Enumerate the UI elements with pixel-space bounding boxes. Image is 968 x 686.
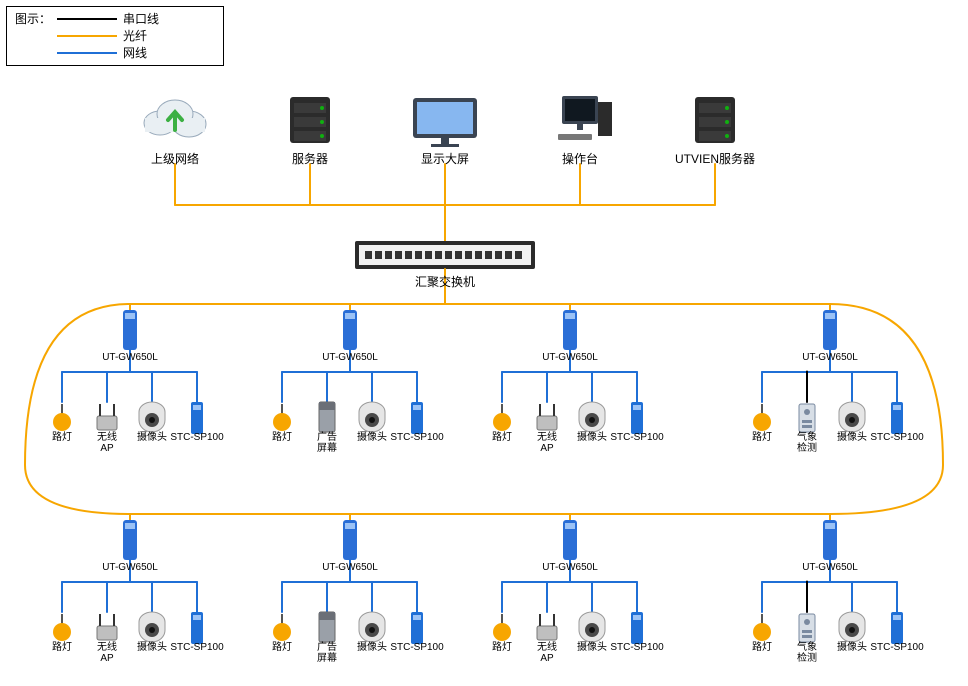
top-node-label-server1: 服务器: [250, 150, 370, 167]
gw-label-r1-0: UT-GW650L: [90, 562, 170, 573]
legend-title: 图示：: [15, 11, 51, 28]
gw-label-r1-2: UT-GW650L: [530, 562, 610, 573]
legend-label: 光纤: [123, 28, 147, 45]
legend-row: 图示： 串口线: [15, 11, 215, 28]
legend-row: 网线: [15, 45, 215, 62]
child-label-r1-g2-c3: STC-SP100: [610, 642, 664, 653]
child-label-r1-g0-c3: STC-SP100: [170, 642, 224, 653]
child-label-r0-g2-c3: STC-SP100: [610, 432, 664, 443]
legend-swatch: [57, 52, 117, 54]
child-label-r1-g1-c3: STC-SP100: [390, 642, 444, 653]
gw-label-r1-3: UT-GW650L: [790, 562, 870, 573]
child-label-r0-g3-c3: STC-SP100: [870, 432, 924, 443]
top-node-label-screen: 显示大屏: [385, 150, 505, 167]
child-label-r0-g1-c3: STC-SP100: [390, 432, 444, 443]
legend-swatch: [57, 18, 117, 20]
top-node-label-cloud: 上级网络: [115, 150, 235, 167]
legend-label: 串口线: [123, 11, 159, 28]
legend-label: 网线: [123, 45, 147, 62]
legend: 图示： 串口线光纤网线: [6, 6, 224, 66]
gw-label-r0-2: UT-GW650L: [530, 352, 610, 363]
gw-label-r1-1: UT-GW650L: [310, 562, 390, 573]
child-label-r0-g0-c3: STC-SP100: [170, 432, 224, 443]
gw-label-r0-1: UT-GW650L: [310, 352, 390, 363]
diagram-canvas: [0, 0, 968, 686]
top-node-label-console: 操作台: [520, 150, 640, 167]
top-node-label-utvien: UTVIEN服务器: [655, 150, 775, 167]
child-label-r1-g3-c3: STC-SP100: [870, 642, 924, 653]
legend-swatch: [57, 35, 117, 37]
legend-row: 光纤: [15, 28, 215, 45]
gw-label-r0-0: UT-GW650L: [90, 352, 170, 363]
switch-label: 汇聚交换机: [385, 273, 505, 290]
gw-label-r0-3: UT-GW650L: [790, 352, 870, 363]
